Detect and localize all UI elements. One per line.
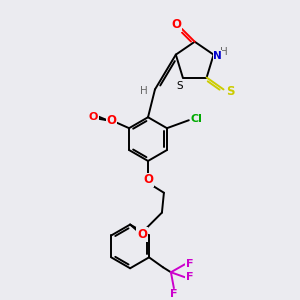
Text: O: O	[172, 18, 182, 31]
Text: O: O	[143, 173, 153, 186]
Text: S: S	[226, 85, 235, 98]
Text: S: S	[176, 81, 183, 92]
Text: F: F	[170, 289, 178, 299]
Text: O: O	[137, 228, 147, 241]
Text: O: O	[88, 112, 98, 122]
Text: N: N	[213, 51, 222, 61]
Text: Cl: Cl	[191, 114, 203, 124]
Text: F: F	[186, 259, 194, 269]
Text: F: F	[186, 272, 194, 282]
Text: H: H	[140, 86, 148, 96]
Text: O: O	[106, 114, 116, 127]
Text: H: H	[220, 47, 227, 57]
